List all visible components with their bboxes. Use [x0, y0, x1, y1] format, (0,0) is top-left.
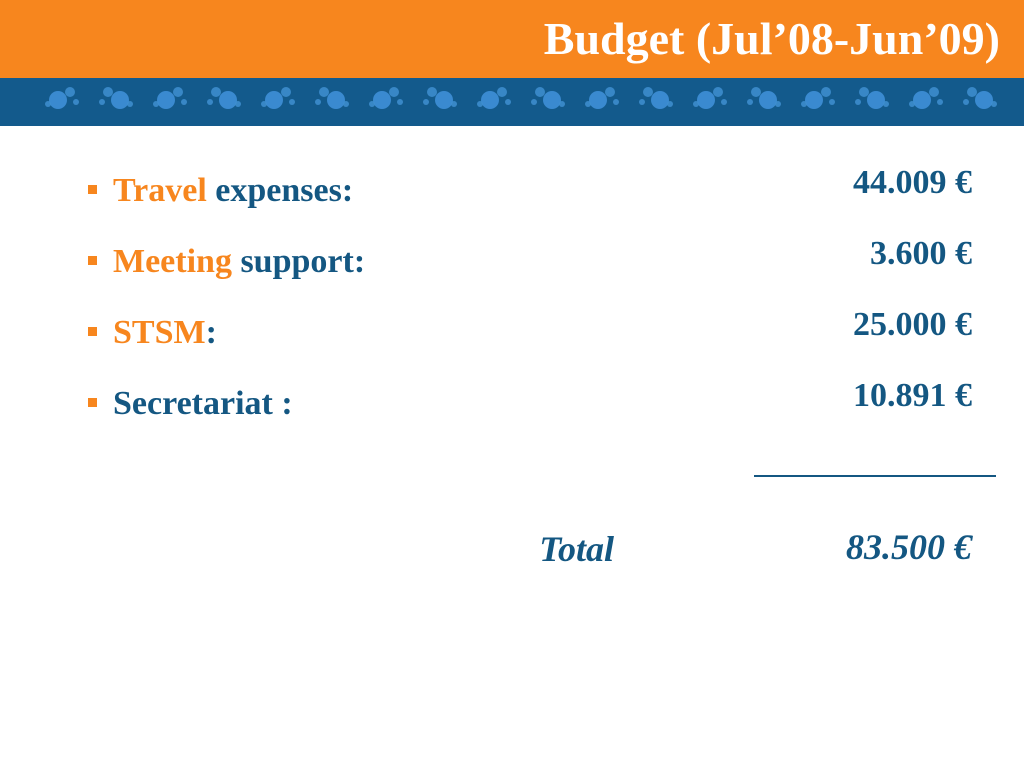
- decor-dot: [805, 91, 823, 109]
- decor-dot: [211, 87, 221, 97]
- decor-dot: [913, 91, 931, 109]
- decor-dot: [747, 99, 753, 105]
- decor-dot: [99, 99, 105, 105]
- decor-dot: [909, 101, 915, 107]
- decor-dot: [693, 101, 699, 107]
- decor-dot: [967, 87, 977, 97]
- item-label: Meeting support:: [88, 243, 365, 281]
- bullet: [88, 397, 97, 407]
- decor-dot: [103, 87, 113, 97]
- decor-dot: [721, 99, 727, 105]
- decor-dot: [49, 91, 67, 109]
- decor-dot: [639, 99, 645, 105]
- item-amount: 25.000 €: [853, 306, 972, 343]
- decor-dot: [859, 87, 869, 97]
- decor-dot: [643, 87, 653, 97]
- decor-dot: [389, 87, 399, 97]
- label-part: Travel: [113, 172, 207, 209]
- decor-dot: [883, 101, 889, 107]
- decor-dot: [543, 91, 561, 109]
- decor-dot: [219, 91, 237, 109]
- item-label: Travel expenses:: [88, 172, 353, 210]
- label-part: Meeting: [113, 243, 232, 280]
- total-amount: 83.500 €: [846, 527, 972, 567]
- decor-dot: [281, 87, 291, 97]
- item-amount: 3.600 €: [870, 235, 972, 272]
- decor-dot: [235, 101, 241, 107]
- decor-dot: [855, 99, 861, 105]
- decor-dot: [829, 99, 835, 105]
- decor-dot: [45, 101, 51, 107]
- decor-dot: [589, 91, 607, 109]
- decor-dot: [481, 91, 499, 109]
- decor-dot: [65, 87, 75, 97]
- decor-dot: [261, 101, 267, 107]
- decor-dot: [397, 99, 403, 105]
- decor-dot: [343, 101, 349, 107]
- sum-rule: [754, 475, 996, 477]
- decor-dot: [451, 101, 457, 107]
- item-amount: 10.891 €: [853, 377, 972, 414]
- label-part: Secretariat :: [113, 385, 293, 422]
- decor-dot: [423, 99, 429, 105]
- decor-dot: [289, 99, 295, 105]
- decor-dot: [111, 91, 129, 109]
- label-part: STSM: [113, 314, 206, 351]
- label-part: expenses:: [206, 172, 354, 209]
- decor-dot: [373, 91, 391, 109]
- decor-dot: [713, 87, 723, 97]
- label-part: support:: [231, 243, 366, 280]
- item-label: Secretariat :: [88, 385, 293, 423]
- decor-dot: [207, 99, 213, 105]
- label-part: :: [205, 314, 217, 351]
- decor-dot: [775, 101, 781, 107]
- decor-dot: [963, 99, 969, 105]
- decor-dot: [559, 101, 565, 107]
- decor-band: [0, 78, 1024, 126]
- total-label: Total: [539, 529, 614, 569]
- bullet: [88, 255, 97, 265]
- decor-dot: [477, 101, 483, 107]
- decor-dot: [369, 101, 375, 107]
- decor-dot: [867, 91, 885, 109]
- decor-dot: [821, 87, 831, 97]
- decor-dot: [605, 87, 615, 97]
- decor-dot: [929, 87, 939, 97]
- item-amount: 44.009 €: [853, 164, 972, 201]
- decor-dot: [531, 99, 537, 105]
- bullet: [88, 326, 97, 336]
- decor-dot: [585, 101, 591, 107]
- decor-dot: [319, 87, 329, 97]
- decor-dot: [535, 87, 545, 97]
- bullet: [88, 184, 97, 194]
- decor-dot: [505, 99, 511, 105]
- decor-dot: [73, 99, 79, 105]
- decor-dot: [497, 87, 507, 97]
- decor-dot: [651, 91, 669, 109]
- decor-dot: [153, 101, 159, 107]
- decor-dot: [937, 99, 943, 105]
- decor-dot: [427, 87, 437, 97]
- header-bar: Budget (Jul’08-Jun’09): [0, 0, 1024, 78]
- decor-dot: [801, 101, 807, 107]
- decor-dot: [157, 91, 175, 109]
- item-label: STSM:: [88, 314, 217, 352]
- decor-dot: [435, 91, 453, 109]
- decor-dot: [265, 91, 283, 109]
- decor-dot: [127, 101, 133, 107]
- decor-dot: [759, 91, 777, 109]
- decor-dot: [327, 91, 345, 109]
- decor-dot: [613, 99, 619, 105]
- decor-dot: [697, 91, 715, 109]
- slide-title: Budget (Jul’08-Jun’09): [543, 13, 1000, 64]
- decor-dot: [991, 101, 997, 107]
- decor-dot: [315, 99, 321, 105]
- decor-dot: [751, 87, 761, 97]
- decor-dot: [173, 87, 183, 97]
- decor-dot: [667, 101, 673, 107]
- decor-dot: [975, 91, 993, 109]
- decor-dot: [181, 99, 187, 105]
